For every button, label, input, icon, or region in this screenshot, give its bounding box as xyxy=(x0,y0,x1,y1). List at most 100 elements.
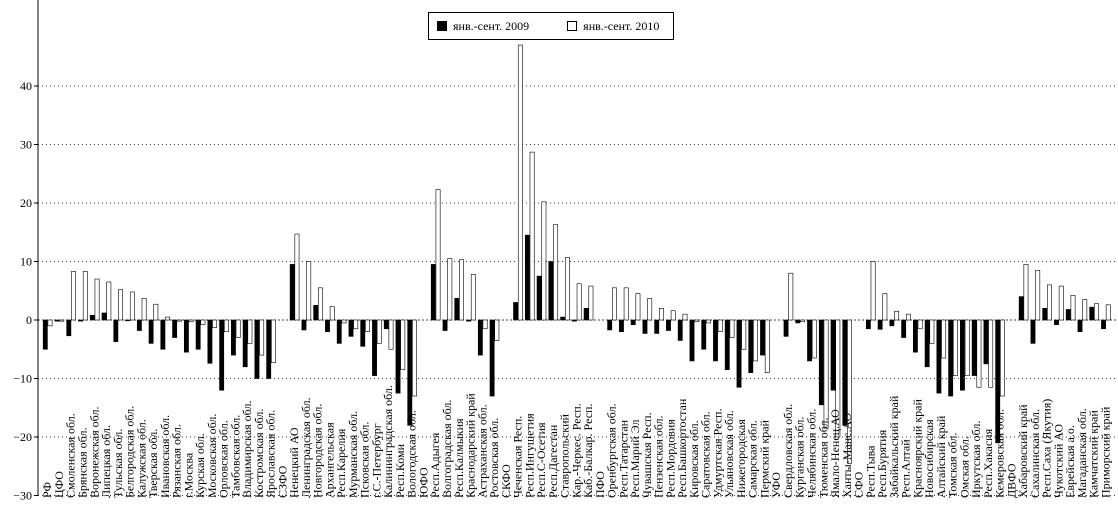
category-label: Пермский край xyxy=(757,419,771,498)
category-label: ЮФО xyxy=(416,467,430,498)
bar-2009 xyxy=(571,319,577,322)
category-label: Ленинградская обл. xyxy=(299,397,313,498)
bar-2009 xyxy=(231,319,236,356)
bar-2009 xyxy=(713,319,718,362)
category-label: Респ.Башкортостан xyxy=(675,398,689,498)
category-label: Курганская обл. xyxy=(793,417,807,498)
bar-2009 xyxy=(372,319,377,376)
category-label: Кировская обл. xyxy=(687,420,701,498)
category-label: Томская обл. xyxy=(946,433,960,498)
bar-2010 xyxy=(870,261,876,321)
bar-2009 xyxy=(607,319,613,331)
category-label: Ненецкий АО xyxy=(287,427,301,498)
category-label: Тамбовская обл. xyxy=(228,415,242,498)
legend-item-2010: янв.-сент. 2010 xyxy=(567,19,659,34)
bar-2010 xyxy=(47,319,53,327)
category-label: Астраханская обл. xyxy=(475,404,489,498)
bar-2010 xyxy=(106,281,112,321)
bar-2009 xyxy=(748,319,754,373)
bar-2009 xyxy=(489,319,495,397)
category-label: Респ.Татарстан xyxy=(616,419,630,498)
category-label: Рязанская обл. xyxy=(170,424,184,498)
category-label: Пензенская обл. xyxy=(652,415,666,498)
bar-2009 xyxy=(666,319,671,331)
category-label: Волгоградская обл. xyxy=(440,400,454,498)
bar-2010 xyxy=(529,151,535,321)
bar-2010 xyxy=(929,319,935,344)
category-label: Чувашская Респ. xyxy=(640,412,654,498)
bar-2010 xyxy=(905,313,911,321)
category-label: Кар.-Черкес. Респ. xyxy=(569,403,583,498)
category-label: Удмуртская Респ. xyxy=(710,409,724,498)
category-label: Алтайский край xyxy=(934,415,948,498)
category-label: Респ.Хакасия xyxy=(981,428,995,498)
bar-2010 xyxy=(635,293,641,321)
y-tick-label: −10 xyxy=(13,372,32,386)
category-label: Респ.Марий Эл xyxy=(628,420,642,498)
bar-2010 xyxy=(235,319,241,338)
bar-2009 xyxy=(677,319,683,341)
bar-2009 xyxy=(948,319,954,397)
bar-2010 xyxy=(1047,284,1052,321)
category-label: Новгородская обл. xyxy=(311,404,325,498)
category-label: Приморский край xyxy=(1098,406,1112,498)
bar-2010 xyxy=(188,319,194,323)
bar-2010 xyxy=(659,307,664,321)
bar-2010 xyxy=(988,319,994,388)
bar-2009 xyxy=(1054,319,1059,325)
category-label: Ставропольский xyxy=(558,413,572,498)
bar-2010 xyxy=(447,258,453,321)
category-label: Челябинская обл. xyxy=(805,409,819,498)
bar-2009 xyxy=(642,319,648,334)
category-label: Московская обл. xyxy=(205,414,219,498)
bar-2010 xyxy=(729,319,735,338)
category-label: Курская обл. xyxy=(193,433,207,498)
bar-2009 xyxy=(78,319,83,322)
bar-2010 xyxy=(1035,269,1041,321)
category-label: Липецкая обл. xyxy=(99,425,113,498)
category-label: Саратовская обл. xyxy=(699,411,713,498)
bar-2009 xyxy=(54,319,60,322)
bar-2010 xyxy=(329,306,335,321)
bar-2009 xyxy=(395,319,401,394)
legend-label-2010: янв.-сент. 2010 xyxy=(583,18,660,33)
bar-2010 xyxy=(517,44,523,321)
category-label: Владимирская обл. xyxy=(240,401,254,498)
bar-2010 xyxy=(1082,299,1088,321)
bar-2010 xyxy=(482,319,488,330)
category-label: ДВФО xyxy=(1004,463,1018,498)
bar-2010 xyxy=(412,319,417,397)
bar-2010 xyxy=(247,319,253,344)
bar-2010 xyxy=(1094,303,1099,321)
category-label: Ростовская обл. xyxy=(487,418,501,498)
bar-2010 xyxy=(94,278,100,321)
bar-2009 xyxy=(313,305,319,321)
bar-2009 xyxy=(172,319,178,338)
category-label: СЗФО xyxy=(275,465,289,498)
category-label: Воронежская обл. xyxy=(87,407,101,498)
bar-2010 xyxy=(400,319,406,371)
bar-2010 xyxy=(976,319,982,388)
category-label: Вологодская обл. xyxy=(405,410,419,498)
bar-2009 xyxy=(136,319,142,331)
category-label: Респ.Саха (Якутия) xyxy=(1040,399,1054,498)
bar-2009 xyxy=(760,319,765,356)
legend-item-2009: янв.-сент. 2009 xyxy=(437,19,529,34)
category-label: Хабаровский край xyxy=(1016,404,1030,498)
bar-2009 xyxy=(689,319,695,362)
bar-2009 xyxy=(724,319,730,371)
bar-2009 xyxy=(701,319,707,350)
category-label: Калининградская обл. xyxy=(381,385,395,498)
bar-2009 xyxy=(807,319,812,362)
bar-2010 xyxy=(494,319,500,341)
bar-2009 xyxy=(348,319,354,337)
category-label: Костромская обл. xyxy=(252,409,266,498)
bar-2009 xyxy=(818,319,824,406)
category-label: Омская обл. xyxy=(957,436,971,498)
bar-2010 xyxy=(800,319,805,323)
bar-2010 xyxy=(176,319,182,322)
bar-2010 xyxy=(294,233,300,321)
category-label: ПФО xyxy=(593,471,607,498)
bar-2010 xyxy=(541,201,547,321)
y-tick-label: −20 xyxy=(13,430,32,444)
